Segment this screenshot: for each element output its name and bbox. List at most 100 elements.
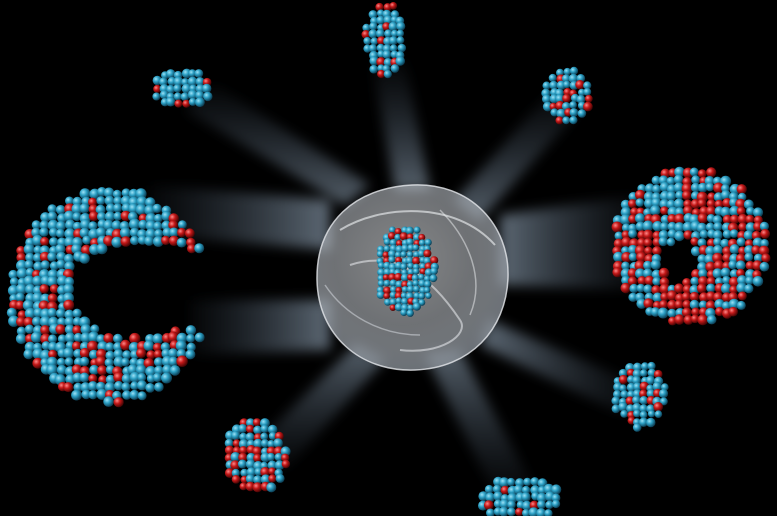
atom (105, 350, 115, 361)
atom (544, 509, 553, 516)
atom (614, 231, 624, 241)
atom (383, 58, 393, 67)
atom (40, 260, 50, 270)
atom (689, 167, 699, 177)
atom (429, 274, 438, 283)
atom (103, 396, 114, 407)
atom (621, 236, 632, 248)
atom (32, 357, 44, 369)
atom (129, 332, 141, 345)
atom (720, 267, 731, 278)
atom (238, 424, 248, 433)
atom (64, 228, 76, 240)
atom (56, 220, 66, 231)
atom (113, 349, 124, 359)
atom (407, 268, 415, 276)
atom (389, 2, 398, 10)
atom (187, 244, 197, 254)
atom (515, 507, 524, 516)
atom (652, 292, 663, 303)
atom (521, 492, 531, 502)
atom (576, 94, 586, 104)
atom (548, 73, 557, 82)
atom (628, 199, 637, 209)
atom (674, 230, 685, 242)
atom (138, 219, 148, 230)
atom (705, 205, 717, 217)
atom (647, 361, 656, 371)
central-particle-shell (316, 184, 509, 371)
atom (759, 221, 770, 231)
atom (728, 306, 738, 317)
atom (152, 372, 162, 382)
atom (584, 94, 593, 103)
atom (705, 261, 716, 272)
atom (396, 36, 405, 45)
beam-top (372, 60, 430, 190)
atom (260, 432, 269, 441)
atom (738, 222, 748, 232)
atom (744, 252, 754, 262)
atom (691, 307, 700, 317)
atom (88, 331, 100, 343)
atom (96, 243, 108, 255)
atom (563, 80, 571, 89)
atom (689, 284, 700, 295)
atom (653, 402, 663, 412)
atom (383, 268, 392, 276)
atom (195, 90, 205, 100)
atom (280, 446, 291, 457)
atom (168, 356, 179, 367)
atom (267, 460, 277, 470)
atom (152, 333, 164, 345)
atom (65, 196, 74, 206)
atom (88, 374, 98, 383)
atom (707, 192, 716, 201)
atom (79, 227, 90, 238)
atom (394, 251, 402, 259)
atom (632, 369, 642, 379)
atom (384, 29, 393, 38)
atom (245, 481, 256, 492)
atom (25, 284, 36, 295)
atom (384, 298, 392, 306)
atom (153, 221, 163, 231)
atom (180, 92, 190, 101)
atom (103, 187, 115, 199)
atom (377, 274, 385, 282)
atom (561, 74, 571, 83)
atom (105, 203, 116, 214)
atom (80, 324, 92, 335)
atom (80, 219, 91, 231)
atom (744, 245, 755, 256)
atom (666, 290, 678, 301)
atom (46, 275, 58, 287)
atom (706, 199, 716, 209)
atom (260, 439, 270, 448)
atom (96, 334, 106, 344)
atom (56, 251, 67, 262)
atom (382, 50, 392, 59)
atom (683, 315, 694, 325)
atom (658, 267, 670, 279)
atom (407, 262, 414, 270)
atom (639, 410, 648, 419)
atom (634, 260, 646, 272)
atom (82, 235, 92, 245)
atom (759, 261, 770, 272)
atom (737, 213, 748, 225)
atom (79, 347, 90, 359)
atom (383, 245, 391, 253)
atom (48, 334, 57, 344)
atom (238, 452, 248, 462)
atom (88, 197, 98, 207)
atom-cluster-right (611, 166, 771, 326)
atom (632, 362, 643, 372)
atom (40, 325, 50, 335)
atom (696, 283, 707, 294)
atom (620, 410, 629, 418)
atom (545, 500, 554, 509)
atom (362, 23, 371, 32)
atom (645, 375, 656, 385)
atom (400, 263, 408, 271)
